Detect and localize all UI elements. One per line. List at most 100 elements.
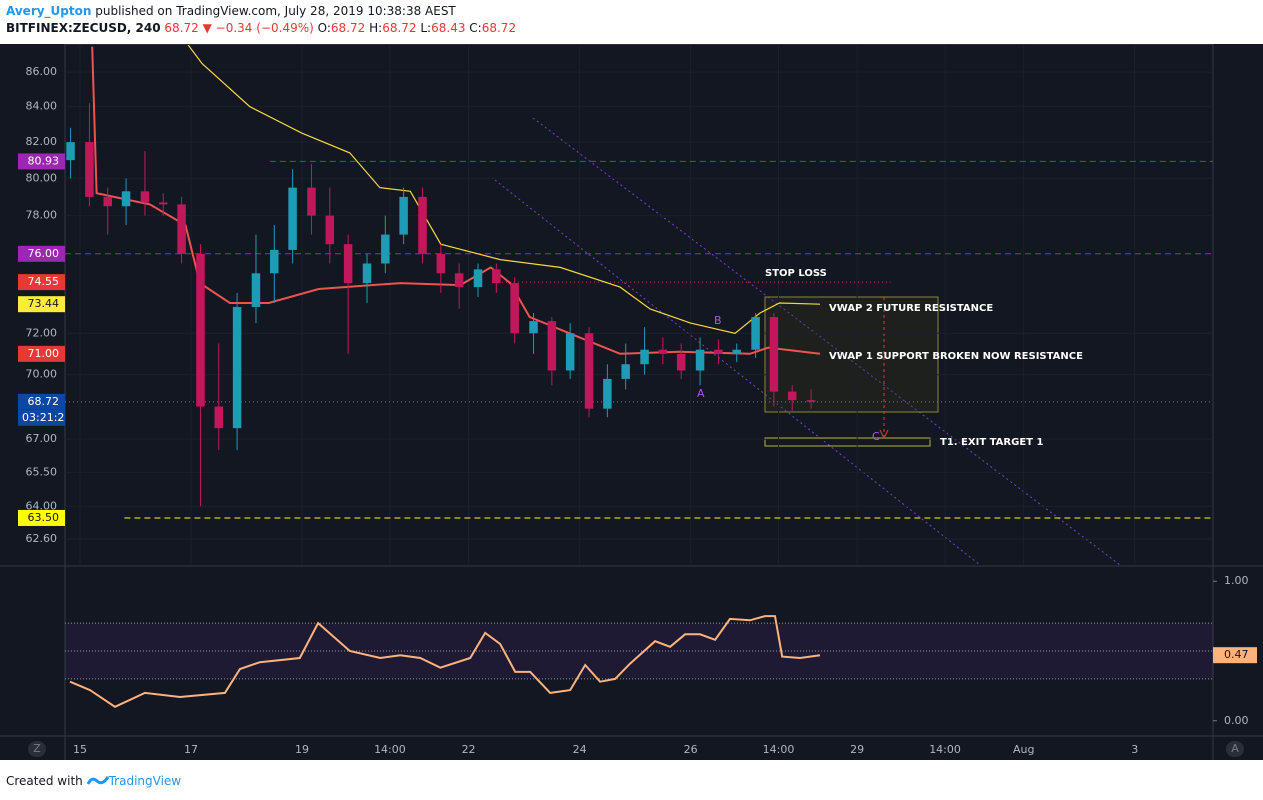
- x-tick-label: 29: [850, 743, 864, 756]
- candle-body: [362, 263, 372, 284]
- price-label: 71.00: [28, 347, 60, 360]
- y-tick-label: 80.00: [26, 171, 58, 184]
- candle-body: [714, 349, 723, 354]
- candle-body: [270, 249, 279, 274]
- arrow-head: [879, 429, 889, 440]
- price-label: 68.72: [28, 395, 60, 408]
- price-label-box: [18, 245, 65, 262]
- x-tick-label: 26: [684, 743, 698, 756]
- candle-body: [473, 269, 483, 288]
- candle-body: [103, 196, 112, 207]
- candle-body: [529, 321, 538, 334]
- high: 68.72: [382, 21, 417, 35]
- y-tick-label: 72.00: [26, 326, 58, 339]
- channel-line: [494, 179, 981, 565]
- price-label-box: [18, 274, 65, 291]
- price-label-box: [18, 393, 65, 410]
- close: 68.72: [481, 21, 517, 35]
- header: Avery_Upton published on TradingView.com…: [6, 3, 516, 37]
- candle-body: [547, 321, 557, 371]
- x-tick-label: 14:00: [374, 743, 406, 756]
- candle-body: [454, 273, 464, 288]
- created-with: Created with: [6, 774, 83, 788]
- x-tick-label: 22: [462, 743, 476, 756]
- candle-body: [695, 349, 705, 371]
- y-tick-label: 86.00: [26, 65, 58, 78]
- symbol: BITFINEX:ZECUSD, 240: [6, 21, 161, 35]
- candle-body: [381, 234, 390, 264]
- candle-body: [66, 142, 75, 161]
- z-button[interactable]: [28, 741, 46, 757]
- candle-body: [418, 196, 427, 254]
- footer: Created with TradingView: [6, 774, 181, 788]
- countdown: 03:21:2: [22, 411, 64, 424]
- candle-body: [232, 306, 242, 429]
- target-label: T1. EXIT TARGET 1: [940, 437, 1043, 448]
- symbol-line: BITFINEX:ZECUSD, 240 68.72 ▼ −0.34 (−0.4…: [6, 20, 516, 37]
- price-label-box: [18, 509, 65, 526]
- candle-body: [85, 142, 94, 197]
- candle-body: [159, 202, 168, 205]
- countdown-box: [18, 409, 65, 426]
- candle-body: [121, 191, 131, 207]
- publish-line: Avery_Upton published on TradingView.com…: [6, 3, 516, 20]
- last: 68.72: [164, 21, 199, 35]
- h-label: H:: [369, 21, 383, 35]
- wave-c: C: [872, 430, 880, 443]
- candle-body: [640, 349, 649, 365]
- price-label: 74.55: [28, 275, 60, 288]
- y-tick-label: 1.00: [1224, 574, 1249, 587]
- x-tick-label: 14:00: [763, 743, 795, 756]
- low: 68.43: [431, 21, 466, 35]
- oscillator-pane: [65, 615, 1213, 708]
- c-label: C:: [469, 21, 482, 35]
- brand[interactable]: TradingView: [108, 774, 182, 788]
- candle-body: [196, 253, 205, 407]
- y-tick-label: 67.00: [26, 432, 58, 445]
- o-label: O:: [317, 21, 331, 35]
- y-tick-label: 0.00: [1224, 714, 1249, 727]
- vwap1-label: VWAP 1 SUPPORT BROKEN NOW RESISTANCE: [829, 351, 1083, 362]
- target-box: [764, 437, 931, 447]
- stop-loss-label: STOP LOSS: [765, 268, 827, 279]
- candle-body: [787, 391, 797, 401]
- a-button-label[interactable]: A: [1231, 742, 1239, 755]
- price-label: 73.44: [28, 297, 60, 310]
- logo: [86, 776, 109, 785]
- l-label: L:: [420, 21, 432, 35]
- wave-a: A: [697, 387, 705, 400]
- candle-body: [251, 273, 261, 307]
- y-tick-label: 82.00: [26, 135, 58, 148]
- candle-body: [732, 349, 741, 354]
- open: 68.72: [330, 21, 366, 35]
- x-tick-label: 19: [295, 743, 309, 756]
- x-tick-label: 3: [1131, 743, 1138, 756]
- candle-body: [565, 333, 575, 371]
- candle-body: [658, 349, 668, 354]
- author[interactable]: Avery_Upton: [6, 4, 92, 18]
- z-button-label[interactable]: Z: [33, 742, 41, 755]
- vwap2-label: VWAP 2 FUTURE RESISTANCE: [829, 303, 993, 314]
- last-value-label: 0.47: [1224, 648, 1249, 661]
- a-button[interactable]: [1226, 741, 1244, 757]
- x-tick-label: 17: [184, 743, 198, 756]
- y-tick-label: 64.00: [26, 499, 58, 512]
- y-tick-label: 62.60: [26, 532, 58, 545]
- published: published on TradingView.com, July 28, 2…: [95, 4, 456, 18]
- price-label: 76.00: [28, 247, 60, 260]
- y-tick-label: 78.00: [26, 209, 58, 222]
- x-tick-label: Aug: [1013, 743, 1034, 756]
- candle-body: [769, 317, 779, 392]
- y-tick-label: 65.50: [26, 465, 58, 478]
- candle-body: [751, 317, 760, 350]
- price-label: 63.50: [28, 511, 60, 524]
- candle-body: [510, 283, 519, 334]
- x-tick-label: 24: [573, 743, 587, 756]
- border: [65, 44, 1213, 45]
- price-label: 80.93: [28, 154, 60, 167]
- main-pane: [65, 45, 1213, 565]
- candle-body: [603, 378, 612, 409]
- candle-body: [288, 187, 297, 250]
- candle-body: [325, 215, 335, 245]
